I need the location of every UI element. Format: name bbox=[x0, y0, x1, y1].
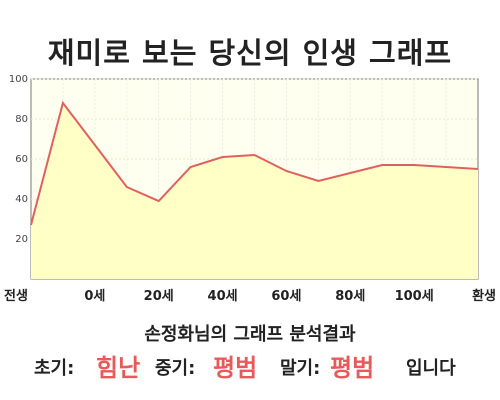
x-tick-label: 환생 bbox=[472, 288, 496, 304]
middle-label: 중기: bbox=[155, 358, 196, 379]
x-tick-label: 0세 bbox=[84, 289, 105, 304]
life-graph-chart: 20 40 60 80 100 전생 0세 20세 40세 60세 80세 100세 환생 bbox=[4, 74, 496, 304]
result-title: 손정화님의 그래프 분석결과 bbox=[144, 324, 356, 345]
late-label: 말기: bbox=[280, 358, 321, 379]
early-value: 힘난 bbox=[96, 354, 141, 382]
area-fill bbox=[31, 103, 478, 279]
early-label: 초기: bbox=[34, 358, 75, 379]
ending-text: 입니다 bbox=[406, 358, 456, 379]
y-tick-label: 20 bbox=[15, 234, 28, 245]
result-summary: 초기: 힘난 중기: 평범 말기: 평범 입니다 bbox=[0, 348, 500, 382]
late-value: 평범 bbox=[330, 354, 375, 382]
y-tick-label: 100 bbox=[9, 74, 28, 85]
page-title: 재미로 보는 당신의 인생 그래프 bbox=[47, 36, 453, 70]
middle-value: 평범 bbox=[213, 354, 258, 382]
y-axis-ticks: 20 40 60 80 100 bbox=[9, 74, 28, 245]
x-tick-label: 100세 bbox=[395, 289, 434, 304]
x-axis-ticks: 전생 0세 20세 40세 60세 80세 100세 환생 bbox=[4, 288, 496, 304]
x-tick-label: 80세 bbox=[335, 289, 365, 304]
y-tick-label: 80 bbox=[15, 114, 28, 125]
x-tick-label: 전생 bbox=[4, 288, 28, 304]
series-line bbox=[30, 100, 479, 226]
y-tick-label: 40 bbox=[15, 194, 28, 205]
x-tick-label: 40세 bbox=[208, 289, 238, 304]
x-tick-label: 60세 bbox=[271, 289, 301, 304]
y-tick-label: 60 bbox=[15, 154, 28, 165]
x-tick-label: 20세 bbox=[144, 289, 174, 304]
